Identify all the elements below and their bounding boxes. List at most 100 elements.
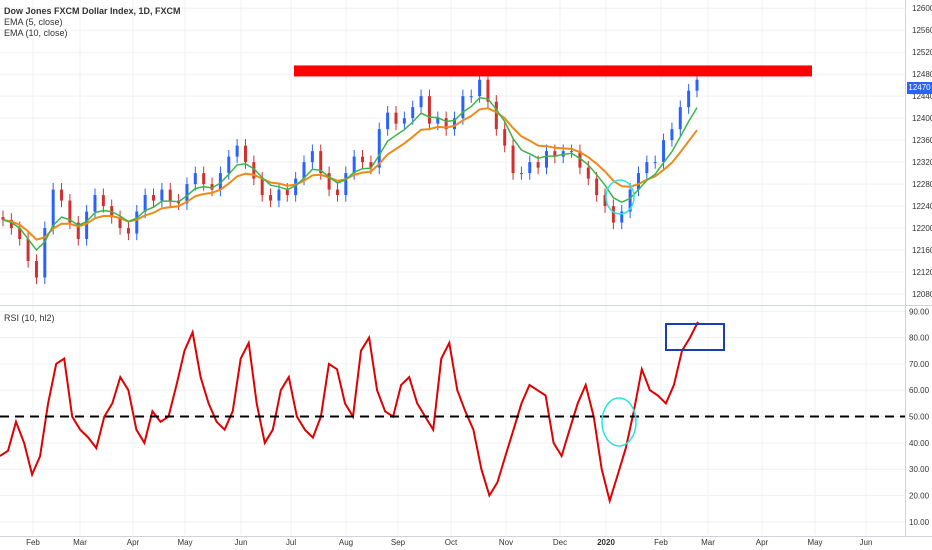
candle-body (310, 151, 314, 163)
candle-body (18, 228, 22, 240)
rsi-y-tick-label: 10.00 (909, 518, 930, 527)
candle-body (344, 173, 348, 196)
candle-body (503, 129, 507, 146)
candle-body (519, 173, 523, 175)
rsi-legend: RSI (10, hl2) (4, 313, 55, 324)
rsi-y-tick-label: 20.00 (909, 492, 930, 501)
candle-body (9, 219, 13, 229)
candle-body (436, 118, 440, 124)
x-tick-label: Dec (553, 538, 567, 547)
candle-body (578, 151, 582, 168)
candle-body (636, 173, 640, 190)
candle-body (678, 107, 682, 130)
candle-body (101, 195, 105, 207)
highlight-ellipse (605, 179, 635, 215)
y-tick-label: 12160 (912, 246, 932, 255)
candle-body (118, 217, 122, 229)
candle-body (536, 162, 540, 168)
ema10-legend: EMA (10, close) (4, 28, 68, 38)
candle-body (160, 189, 164, 201)
candle-body (377, 129, 381, 168)
chart-title: Dow Jones FXCM Dollar Index, 1D, FXCM (4, 6, 181, 16)
candle-body (227, 156, 231, 174)
candle-body (369, 162, 373, 168)
candle-body (260, 178, 264, 196)
candle-body (603, 195, 607, 207)
candle-body (210, 184, 214, 190)
y-tick-label: 12240 (912, 202, 932, 211)
candle-body (553, 151, 557, 157)
candle-body (185, 184, 189, 204)
y-tick-label: 12560 (912, 26, 932, 35)
y-tick-label: 12520 (912, 48, 932, 57)
rsi-highlight-ellipse (601, 397, 637, 447)
candle-body (427, 96, 431, 124)
candle-body (352, 156, 356, 174)
x-tick-label: Feb (654, 538, 668, 547)
candle-body (43, 228, 47, 278)
candle-body (645, 162, 649, 174)
x-tick-label: Oct (445, 538, 458, 547)
candle-body (544, 151, 548, 168)
x-tick-label: Aug (339, 538, 353, 547)
rsi-highlight-box (665, 323, 725, 351)
candle-body (653, 162, 657, 164)
candle-body (586, 167, 590, 179)
candle-body (411, 107, 415, 119)
rsi-y-tick-label: 30.00 (909, 465, 930, 474)
x-tick-label: Sep (391, 538, 406, 547)
candle-body (218, 173, 222, 190)
y-tick-label: 12200 (912, 224, 932, 233)
candle-body (444, 118, 448, 130)
candle-body (152, 195, 156, 201)
candle-body (494, 101, 498, 130)
ema5-line (2, 97, 698, 252)
y-tick-label: 12600 (912, 4, 932, 13)
candle-body (285, 189, 289, 196)
y-tick-label: 12480 (912, 70, 932, 79)
candle-body (419, 96, 423, 108)
y-tick-label: 12320 (912, 158, 932, 167)
candle-body (595, 178, 599, 196)
x-tick-label: May (177, 538, 192, 547)
x-tick-label: 2020 (597, 538, 615, 547)
y-tick-label: 12280 (912, 180, 932, 189)
candle-body (277, 189, 281, 201)
candle-body (394, 112, 398, 124)
y-tick-label: 12440 (912, 92, 932, 101)
rsi-title: RSI (10, hl2) (4, 313, 55, 323)
y-tick-label: 12080 (912, 290, 932, 299)
candle-body (453, 118, 457, 130)
x-tick-label: Apr (756, 538, 769, 547)
candle-body (76, 222, 80, 240)
candle-body (361, 156, 365, 163)
rsi-y-tick-label: 50.00 (909, 413, 930, 422)
candle-body (269, 195, 273, 201)
ema10-line (2, 107, 698, 241)
candle-body (611, 206, 615, 223)
rsi-y-tick-label: 80.00 (909, 334, 930, 343)
x-tick-label: Nov (499, 538, 513, 547)
rsi-y-tick-label: 70.00 (909, 360, 930, 369)
candle-body (235, 145, 239, 157)
candle-body (85, 211, 89, 240)
candle-body (294, 178, 298, 196)
x-tick-label: Jul (286, 538, 296, 547)
candle-body (386, 112, 390, 130)
candle-body (319, 151, 323, 174)
candle-body (143, 195, 147, 212)
main-legend: Dow Jones FXCM Dollar Index, 1D, FXCM EM… (4, 6, 181, 39)
rsi-y-tick-label: 90.00 (909, 307, 930, 316)
candle-body (570, 151, 574, 153)
resistance-zone (294, 65, 812, 77)
x-tick-label: Feb (26, 538, 40, 547)
candle-body (26, 239, 30, 262)
candle-body (687, 90, 691, 108)
candle-body (620, 211, 624, 223)
candle-body (168, 189, 172, 201)
candle-body (695, 79, 699, 91)
x-tick-label: Jun (860, 538, 873, 547)
x-tick-label: May (807, 538, 822, 547)
